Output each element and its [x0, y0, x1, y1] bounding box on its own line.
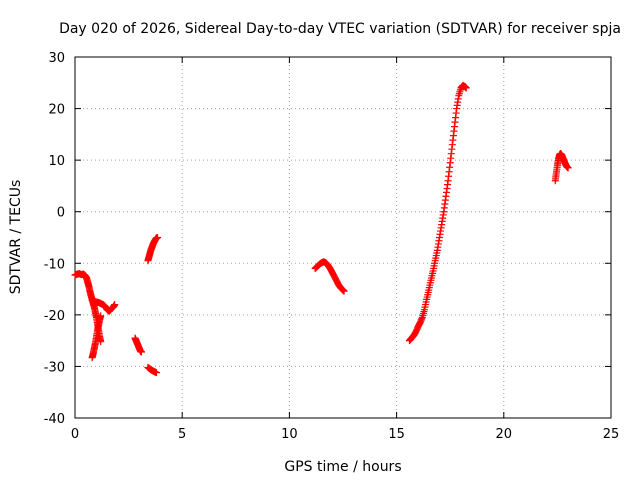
- y-tick-label: -30: [44, 360, 65, 375]
- x-tick-label: 15: [388, 427, 405, 442]
- y-axis-label: SDTVAR / TECUs: [8, 180, 24, 295]
- grid: [75, 57, 611, 418]
- y-tick-label: -40: [44, 412, 65, 427]
- y-tick-label: 20: [48, 103, 65, 118]
- x-tick-label: 25: [603, 427, 620, 442]
- x-tick-label: 0: [71, 427, 79, 442]
- y-tick-label: 30: [48, 51, 65, 66]
- y-tick-label: -10: [44, 257, 65, 272]
- data-point: [152, 369, 160, 377]
- y-tick-label: 0: [57, 206, 65, 221]
- axis-ticks: 0 5 10 15 20 25 -40 -30 -20 -10 0 10 20 30: [44, 51, 620, 442]
- y-tick-label: -20: [44, 309, 65, 324]
- y-tick-label: 10: [48, 154, 65, 169]
- x-tick-label: 10: [281, 427, 298, 442]
- data-point: [462, 84, 470, 92]
- data-point: [340, 287, 348, 295]
- x-axis-label: GPS time / hours: [284, 459, 401, 475]
- plot-area-frame: [74, 56, 612, 419]
- chart-title: Day 020 of 2026, Sidereal Day-to-day VTE…: [59, 21, 621, 37]
- data-point: [137, 348, 145, 356]
- data-point: [111, 301, 119, 309]
- data-points: [71, 81, 572, 377]
- data-point: [154, 234, 162, 241]
- data-point: [97, 312, 105, 320]
- x-tick-label: 5: [178, 427, 186, 442]
- x-tick-label: 20: [496, 427, 513, 442]
- data-point: [564, 164, 572, 172]
